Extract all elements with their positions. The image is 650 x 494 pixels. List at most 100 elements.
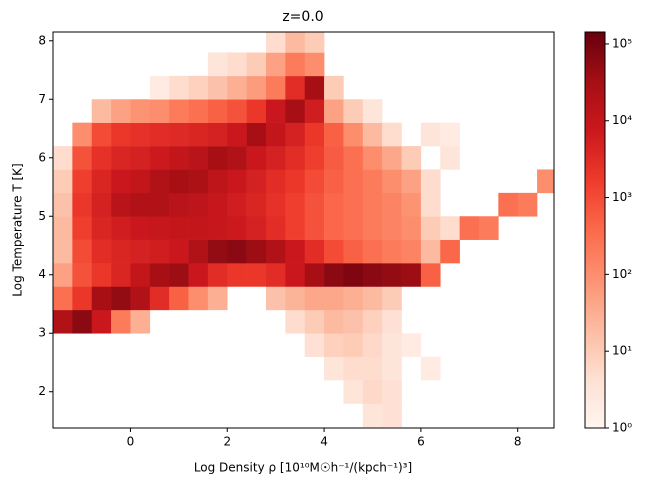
y-tick-label: 8	[38, 33, 46, 47]
heatmap-cell	[169, 75, 189, 100]
heatmap-cell	[343, 286, 364, 311]
heatmap-cell	[188, 286, 209, 311]
heatmap-cell	[149, 169, 170, 194]
heatmap-cell	[72, 263, 93, 287]
x-tick-label: 8	[514, 435, 522, 449]
heatmap-cell	[440, 146, 460, 170]
heatmap-cell	[169, 263, 189, 287]
heatmap-cell	[265, 286, 286, 311]
heatmap-cell	[91, 263, 112, 287]
heatmap-cell	[324, 169, 344, 194]
heatmap-cell	[246, 216, 267, 240]
heatmap-cell	[478, 216, 499, 240]
heatmap-cell	[304, 239, 325, 264]
heatmap-cell	[304, 75, 325, 100]
heatmap-cell	[91, 286, 112, 311]
y-axis-label: Log Temperature T [K]	[11, 163, 25, 296]
heatmap-cell	[53, 286, 73, 311]
heatmap-cell	[285, 99, 306, 123]
heatmap-cell	[498, 192, 518, 217]
colorbar	[584, 31, 606, 429]
heatmap-cell	[265, 263, 286, 287]
heatmap-cell	[285, 52, 306, 77]
colorbar-tick-label: 10²	[612, 267, 632, 281]
heatmap-cell	[343, 122, 364, 147]
heatmap-cell	[149, 75, 170, 100]
heatmap-cell	[169, 216, 189, 240]
heatmap-cell	[91, 169, 112, 194]
heatmap-cell	[285, 75, 306, 100]
heatmap-cell	[362, 192, 383, 217]
heatmap-cell	[265, 239, 286, 264]
heatmap-cell	[382, 122, 402, 147]
heatmap-cell	[324, 239, 344, 264]
heatmap-cell	[324, 122, 344, 147]
heatmap-cell	[343, 169, 364, 194]
y-tick-label: 7	[38, 92, 46, 106]
heatmap-cell	[130, 169, 151, 194]
heatmap-cell	[324, 99, 344, 123]
heatmap-cell	[382, 216, 402, 240]
heatmap-cell	[285, 146, 306, 170]
heatmap-cell	[304, 333, 325, 357]
heatmap-cell	[149, 146, 170, 170]
colorbar-tick-label: 10⁵	[612, 36, 632, 50]
heatmap-cell	[207, 75, 228, 100]
heatmap-cell	[72, 216, 93, 240]
heatmap-cell	[304, 32, 325, 53]
heatmap-cell	[91, 192, 112, 217]
heatmap-cell	[188, 75, 209, 100]
heatmap-cell	[537, 169, 554, 194]
heatmap-cell	[227, 216, 247, 240]
heatmap-cell	[246, 192, 267, 217]
heatmap-cell	[207, 99, 228, 123]
heatmap-cell	[149, 122, 170, 147]
colorbar-tick-label: 10⁰	[612, 421, 632, 435]
heatmap-cell	[246, 75, 267, 100]
heatmap-cell	[207, 169, 228, 194]
heatmap-cell	[285, 169, 306, 194]
heatmap-cell	[459, 216, 480, 240]
heatmap-cell	[207, 192, 228, 217]
heatmap-cell	[72, 122, 93, 147]
heatmap-cell	[401, 169, 422, 194]
heatmap-cell	[362, 263, 383, 287]
heatmap-cell	[227, 52, 247, 77]
heatmap-cell	[304, 263, 325, 287]
heatmap-cell	[265, 146, 286, 170]
heatmap-cell	[362, 403, 383, 428]
heatmap-cell	[324, 146, 344, 170]
heatmap-cell	[285, 286, 306, 311]
heatmap-cell	[285, 122, 306, 147]
heatmap-cell	[265, 216, 286, 240]
heatmap-cell	[111, 286, 131, 311]
heatmap-cell	[91, 216, 112, 240]
heatmap-cell	[420, 356, 441, 381]
heatmap-cell	[420, 216, 441, 240]
heatmap-cell	[401, 263, 422, 287]
heatmap-cell	[324, 333, 344, 357]
heatmap-cell	[149, 286, 170, 311]
heatmap-cell	[149, 192, 170, 217]
heatmap-cell	[227, 239, 247, 264]
heatmap-cell	[285, 239, 306, 264]
heatmap-cell	[130, 99, 151, 123]
heatmap-cell	[343, 380, 364, 404]
heatmap-cell	[304, 99, 325, 123]
heatmap-cell	[246, 146, 267, 170]
colorbar-tick-label: 10⁴	[612, 113, 632, 127]
heatmap-cell	[169, 286, 189, 311]
heatmap-cell	[362, 239, 383, 264]
heatmap-cell	[362, 309, 383, 334]
heatmap-cell	[130, 122, 151, 147]
heatmap-cell	[207, 52, 228, 77]
heatmap-cell	[343, 333, 364, 357]
heatmap-cell	[72, 309, 93, 334]
heatmap-cell	[111, 216, 131, 240]
heatmap-cell	[285, 263, 306, 287]
heatmap-cell	[382, 286, 402, 311]
y-tick-label: 3	[38, 326, 46, 340]
heatmap-cell	[304, 192, 325, 217]
heatmap-cell	[285, 32, 306, 53]
